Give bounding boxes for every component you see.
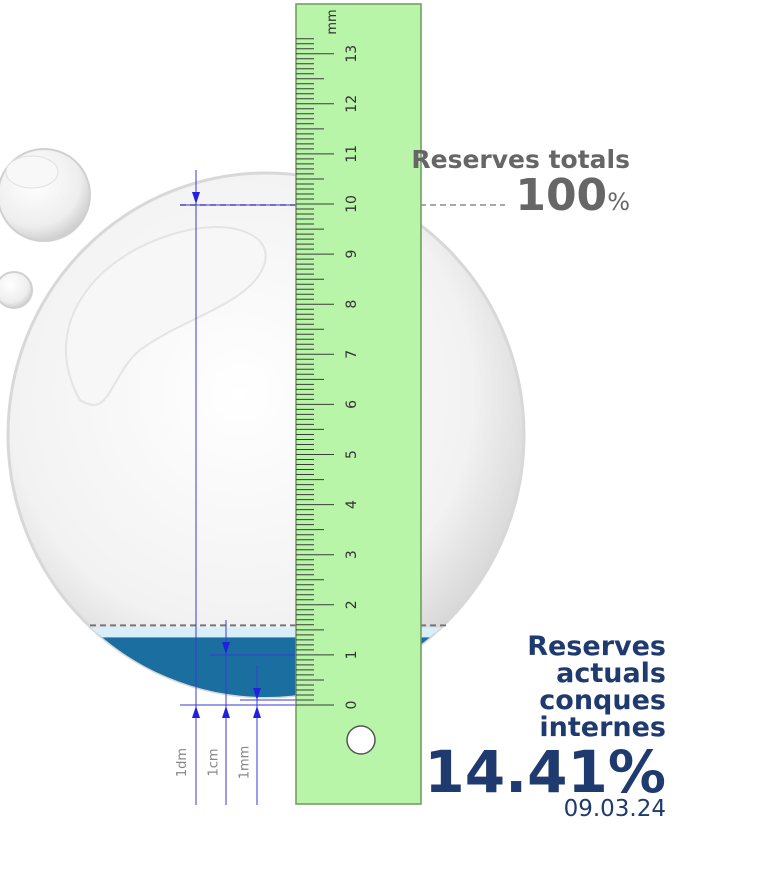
scale-label-1cm: 1cm [206, 748, 222, 777]
scale-label-1dm: 1dm [175, 747, 191, 778]
ruler-tick-label: 1 [344, 650, 360, 659]
ruler-tick-label: 6 [344, 400, 360, 409]
ruler-tick-label: 12 [344, 95, 360, 113]
current-label-line-1: Reserves [527, 631, 666, 662]
water-surface [8, 627, 524, 638]
ruler-tick-label: 2 [344, 600, 360, 609]
total-reserves-unit: % [607, 188, 630, 216]
current-label-line-2: actuals [556, 658, 666, 689]
sphere-highlight [64, 226, 267, 406]
ruler-unit-label: mm [325, 9, 340, 34]
ruler-tick-label: 4 [344, 500, 360, 509]
ruler-tick-label: 5 [344, 450, 360, 459]
current-reserves-label: Reserves actuals conques internes [440, 633, 666, 741]
total-reserves-label: Reserves totals [411, 145, 630, 174]
ruler-ticks [296, 38, 334, 706]
current-label-line-3: conques [539, 685, 666, 716]
ruler-tick-label: 10 [344, 195, 360, 213]
droplet-large-highlight [5, 155, 59, 189]
total-reserves-value: 100% [480, 170, 630, 221]
ruler-tick-label: 7 [344, 350, 360, 359]
ruler-tick-label: 13 [344, 45, 360, 63]
current-reserves-date: 09.03.24 [563, 796, 666, 822]
ruler-tick-label: 0 [344, 701, 360, 710]
scale-arrows [192, 192, 261, 718]
ruler-tick-label: 9 [344, 250, 360, 259]
ruler-hole [346, 725, 376, 755]
droplet-small [0, 271, 33, 309]
scale-label-1mm: 1mm [237, 745, 253, 780]
total-reserves-number: 100 [515, 170, 608, 221]
ruler-tick-label: 11 [344, 145, 360, 163]
current-label-line-4: internes [539, 712, 666, 743]
ruler-tick-label: 3 [344, 550, 360, 559]
ruler-tick-label: 8 [344, 300, 360, 309]
current-reserves-value: 14.41% [424, 738, 666, 806]
